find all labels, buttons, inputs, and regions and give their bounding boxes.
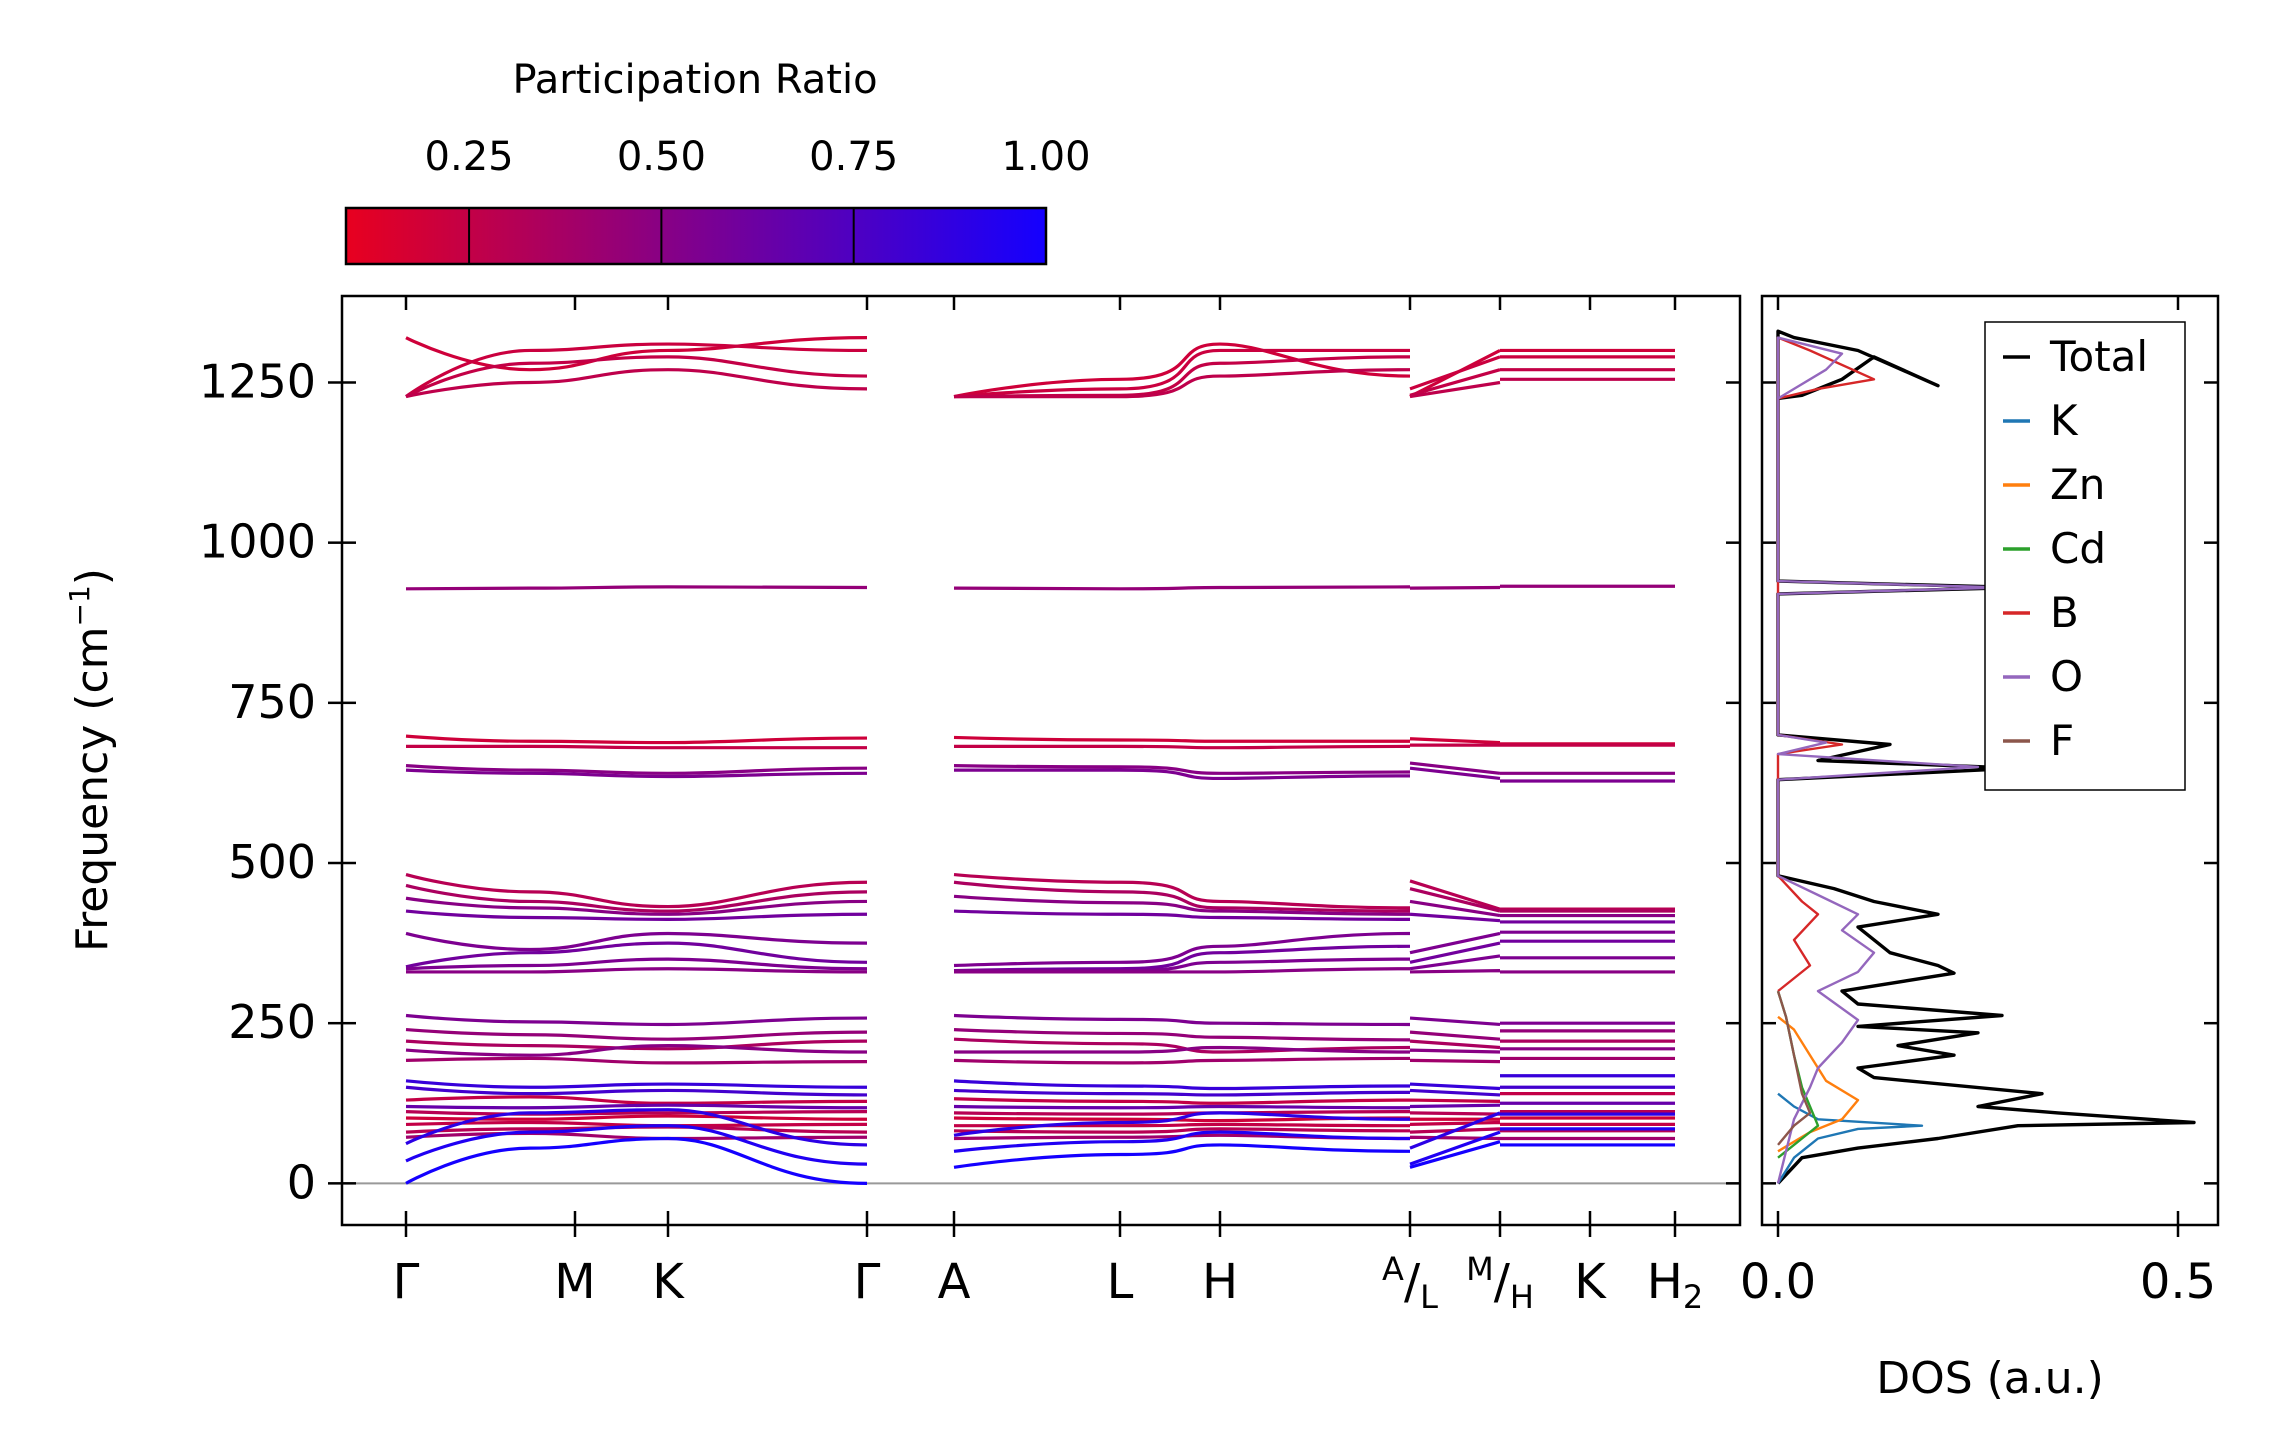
band-line [405, 880, 1675, 913]
y-tick-label: 750 [228, 675, 316, 729]
dos-panel: 0.0 0.5 DOS (a.u.) Total K Zn Cd BOF [1740, 294, 2220, 1404]
band-line [405, 1120, 1675, 1128]
x-tick-label: M [554, 1254, 595, 1310]
main-x-ticks: Γ M K Γ A L H A/L M/H K H2 [393, 296, 1703, 1316]
dos-plot-frame [1760, 294, 2220, 1227]
legend-label: K [2050, 396, 2079, 445]
band-line [405, 930, 1675, 968]
dos-x-axis-label: DOS (a.u.) [1876, 1353, 2104, 1404]
band-line [405, 1108, 1675, 1150]
dos-lines [1776, 329, 2196, 1185]
y-tick-label: 0 [287, 1155, 316, 1209]
band-line [405, 1074, 1675, 1091]
main-plot-frame [340, 294, 1742, 1227]
x-tick-label: H [1202, 1254, 1238, 1310]
dos-ticks: 0.0 0.5 [1740, 296, 2218, 1310]
dos-line-total [1776, 329, 2196, 1185]
band-line [405, 1013, 1675, 1027]
band-line [405, 1101, 1675, 1110]
band-line [405, 939, 1675, 973]
band-line [405, 761, 1675, 775]
band-line [405, 1136, 1675, 1185]
band-line [405, 1092, 1675, 1105]
band-line [405, 954, 1675, 973]
dos-line-o [1776, 336, 2004, 1184]
band-line [405, 584, 1675, 591]
band-line [405, 743, 1675, 750]
band-structure-panel: 0 250 500 750 1000 1250 Γ M K Γ A L H A/L M/H K H2 Freq… [63, 294, 1742, 1316]
band-line [405, 1114, 1675, 1123]
x-tick-label: Γ [393, 1254, 420, 1310]
band-line [405, 336, 1675, 399]
x-tick-label: K [652, 1254, 685, 1310]
colorbar: Participation Ratio 0.25 0.50 0.75 1.00 [344, 57, 1091, 266]
x-tick-label: Γ [854, 1254, 881, 1310]
main-y-ticks: 0 250 500 750 1000 1250 [199, 354, 1740, 1209]
band-line [405, 766, 1675, 783]
dos-line-f [1776, 990, 1812, 1146]
y-tick-label: 250 [228, 995, 316, 1049]
band-line [405, 1027, 1675, 1042]
dos-legend: Total K Zn Cd BOF [1984, 321, 2186, 791]
colorbar-ticks: 0.25 0.50 0.75 1.00 [425, 134, 1091, 264]
legend-label: F [2050, 716, 2074, 765]
x-tick-label: K [1574, 1254, 1607, 1310]
band-line [405, 342, 1675, 399]
legend-label: O [2050, 652, 2083, 701]
band-line [405, 1044, 1675, 1057]
colorbar-tick-label: 0.25 [425, 134, 514, 180]
legend-label: Cd [2050, 524, 2106, 573]
x-tick-label: L [1107, 1254, 1134, 1310]
band-line [405, 355, 1675, 399]
dos-x-tick-label: 0.0 [1740, 1254, 1816, 1310]
band-line [405, 368, 1675, 399]
x-tick-label: A [938, 1254, 971, 1310]
band-line [406, 967, 1675, 974]
y-tick-label: 1000 [199, 515, 316, 569]
legend-box [1984, 321, 2186, 791]
dos-line-zn [1777, 1015, 1860, 1153]
x-tick-label: H2 [1647, 1254, 1703, 1316]
band-line [405, 894, 1675, 918]
band-line [405, 1124, 1675, 1166]
y-tick-label: 1250 [199, 354, 316, 408]
dos-x-tick-label: 0.5 [2140, 1254, 2216, 1310]
band-line [405, 872, 1675, 911]
colorbar-title: Participation Ratio [512, 57, 877, 103]
legend-label: B [2050, 588, 2079, 637]
band-lines [405, 336, 1675, 1185]
x-tick-label: M/H [1466, 1250, 1534, 1316]
colorbar-tick-label: 1.00 [1001, 134, 1090, 180]
y-tick-label: 500 [228, 835, 316, 889]
band-line [405, 909, 1675, 924]
colorbar-tick-label: 0.75 [809, 134, 898, 180]
y-axis-label: Frequency (cm−1) [63, 568, 118, 952]
band-line [405, 1110, 1675, 1116]
band-line [405, 734, 1675, 746]
colorbar-bar [344, 206, 1048, 266]
colorbar-tick-label: 0.50 [617, 134, 706, 180]
band-line [405, 1085, 1675, 1097]
legend-label: Total [2049, 332, 2148, 381]
legend-label: Zn [2050, 460, 2105, 509]
x-tick-label: A/L [1382, 1250, 1438, 1316]
band-line [405, 1056, 1675, 1065]
dos-line-b [1776, 336, 1876, 993]
